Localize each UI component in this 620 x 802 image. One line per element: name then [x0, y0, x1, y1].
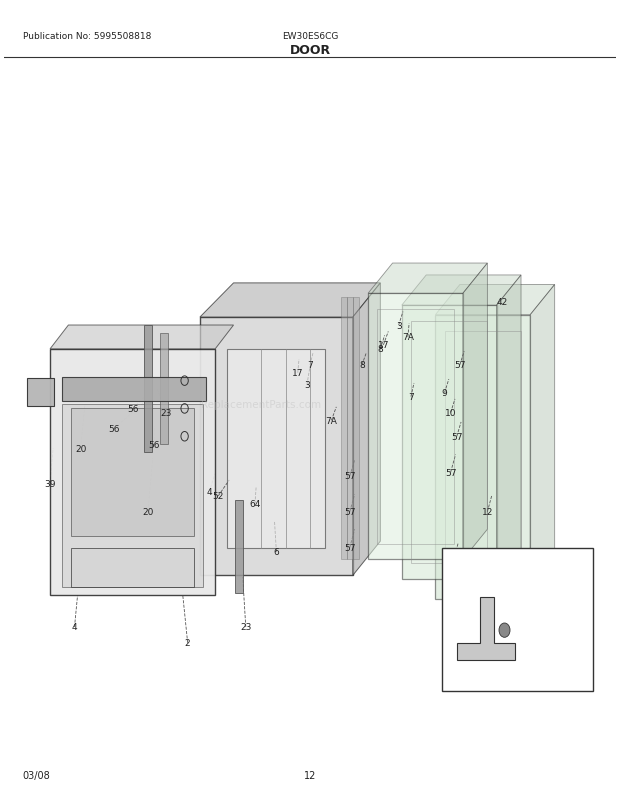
- Text: 12: 12: [482, 508, 493, 516]
- Text: 57: 57: [344, 508, 355, 516]
- Polygon shape: [353, 298, 359, 560]
- Polygon shape: [27, 379, 55, 407]
- Text: 03/08: 03/08: [22, 771, 50, 780]
- Polygon shape: [347, 298, 353, 560]
- Text: 42: 42: [497, 298, 508, 306]
- Polygon shape: [457, 597, 515, 661]
- Text: 12: 12: [304, 771, 316, 780]
- Polygon shape: [463, 264, 487, 560]
- Text: 64: 64: [249, 500, 260, 508]
- Text: 4: 4: [72, 622, 78, 632]
- Text: DEW30DS65GW1: DEW30DS65GW1: [482, 674, 552, 683]
- Text: 17: 17: [292, 369, 304, 378]
- Text: 23: 23: [161, 408, 172, 417]
- Text: 9: 9: [441, 388, 448, 398]
- Bar: [441, 548, 593, 691]
- Text: Publication No: 5995508818: Publication No: 5995508818: [22, 32, 151, 41]
- Polygon shape: [435, 315, 530, 599]
- Polygon shape: [228, 350, 326, 548]
- Text: 52: 52: [213, 492, 224, 500]
- Text: 57: 57: [344, 472, 355, 481]
- Polygon shape: [340, 298, 347, 560]
- Polygon shape: [530, 286, 555, 599]
- Text: 57: 57: [454, 361, 466, 370]
- Text: 17: 17: [378, 341, 389, 350]
- Polygon shape: [402, 276, 521, 306]
- Text: 56: 56: [108, 424, 120, 433]
- Polygon shape: [353, 284, 380, 576]
- Polygon shape: [50, 350, 215, 595]
- Text: 57: 57: [451, 432, 463, 441]
- Text: 6: 6: [273, 547, 279, 557]
- Text: 57: 57: [344, 543, 355, 553]
- Polygon shape: [62, 377, 206, 401]
- Polygon shape: [71, 409, 194, 536]
- Text: ReplacementParts.com: ReplacementParts.com: [201, 400, 321, 410]
- Text: DOOR: DOOR: [290, 44, 330, 57]
- Text: 7A: 7A: [402, 333, 414, 342]
- Polygon shape: [160, 334, 168, 444]
- Text: 7: 7: [307, 361, 313, 370]
- Text: 7A: 7A: [326, 416, 337, 425]
- Text: 39: 39: [44, 480, 56, 489]
- Text: 56: 56: [127, 404, 138, 414]
- Text: 2: 2: [185, 638, 190, 647]
- Text: 57: 57: [445, 468, 456, 477]
- Text: 3: 3: [396, 321, 402, 330]
- Polygon shape: [368, 264, 487, 294]
- Polygon shape: [368, 294, 463, 560]
- Polygon shape: [435, 286, 555, 315]
- Polygon shape: [50, 326, 234, 350]
- Polygon shape: [236, 500, 242, 593]
- Text: 23: 23: [240, 622, 252, 632]
- Polygon shape: [62, 405, 203, 588]
- Polygon shape: [144, 326, 152, 452]
- Text: 3: 3: [304, 381, 310, 390]
- Polygon shape: [497, 276, 521, 580]
- Text: 56: 56: [148, 440, 160, 449]
- Text: EW30ES6CG: EW30ES6CG: [282, 32, 338, 41]
- Text: 7: 7: [408, 392, 414, 402]
- Text: 8: 8: [359, 361, 365, 370]
- Text: 10: 10: [448, 555, 459, 565]
- Text: 4: 4: [206, 488, 212, 496]
- Text: 20: 20: [142, 508, 154, 516]
- Text: 20: 20: [75, 444, 86, 453]
- Circle shape: [499, 623, 510, 638]
- Text: 8: 8: [378, 345, 383, 354]
- Text: 42: 42: [482, 573, 493, 582]
- Polygon shape: [200, 284, 380, 318]
- Polygon shape: [200, 318, 353, 576]
- Polygon shape: [71, 548, 194, 588]
- Text: 10: 10: [445, 408, 456, 417]
- Polygon shape: [402, 306, 497, 580]
